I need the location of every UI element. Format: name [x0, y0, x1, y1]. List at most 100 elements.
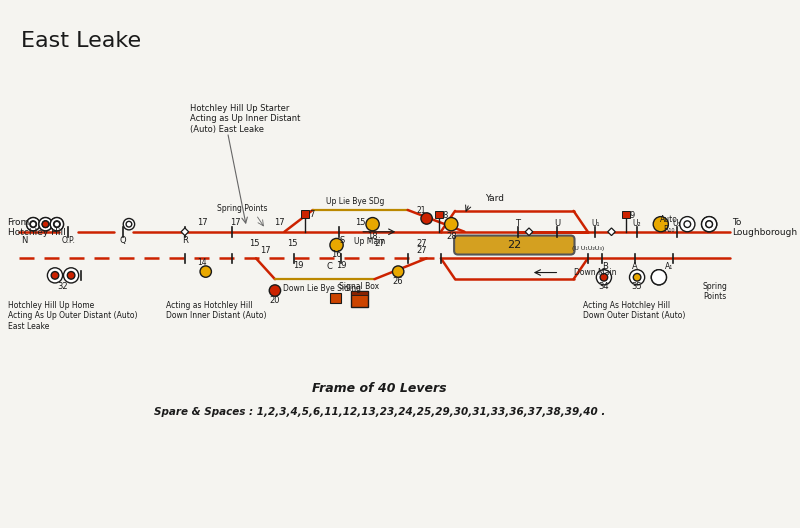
Text: 17: 17	[260, 246, 270, 255]
Text: U: U	[554, 219, 561, 228]
Text: S: S	[339, 236, 345, 245]
Circle shape	[706, 221, 713, 228]
Text: 21: 21	[416, 206, 426, 215]
Circle shape	[702, 216, 717, 232]
Text: Spare & Spaces : 1,2,3,4,5,6,11,12,13,23,24,25,29,30,31,33,36,37,38,39,40 .: Spare & Spaces : 1,2,3,4,5,6,11,12,13,23…	[154, 407, 605, 417]
Circle shape	[126, 221, 132, 227]
Text: N: N	[21, 236, 27, 245]
Text: 19: 19	[294, 261, 304, 270]
Circle shape	[54, 221, 60, 227]
Circle shape	[39, 218, 52, 231]
Circle shape	[42, 221, 48, 227]
Text: 16: 16	[331, 250, 342, 259]
Circle shape	[54, 221, 60, 228]
Text: Hotchley Hill Up Starter
Acting as Up Inner Distant
(Auto) East Leake: Hotchley Hill Up Starter Acting as Up In…	[190, 104, 300, 134]
Text: 14: 14	[197, 258, 206, 267]
Bar	[330, 294, 342, 303]
Circle shape	[684, 221, 690, 228]
Text: Q: Q	[120, 236, 126, 245]
Text: 18: 18	[367, 232, 378, 241]
Circle shape	[26, 218, 40, 231]
Circle shape	[51, 271, 58, 279]
Circle shape	[50, 218, 63, 231]
Circle shape	[634, 274, 641, 281]
Text: 15: 15	[249, 239, 259, 248]
Text: Acting As Hotchley Hill
Down Outer Distant (Auto): Acting As Hotchley Hill Down Outer Dista…	[583, 301, 686, 320]
Circle shape	[445, 218, 458, 231]
Text: Yard: Yard	[486, 194, 504, 203]
Circle shape	[630, 270, 645, 285]
Text: (U U₁U₂U₃): (U U₁U₂U₃)	[572, 247, 604, 251]
Circle shape	[30, 221, 36, 227]
Text: 17: 17	[230, 218, 241, 227]
Bar	[350, 291, 368, 307]
Text: T: T	[515, 219, 520, 228]
Circle shape	[270, 285, 281, 296]
Text: 15: 15	[355, 218, 366, 227]
Text: Hotchley Hill Up Home
Acting As Up Outer Distant (Auto)
East Leake: Hotchley Hill Up Home Acting As Up Outer…	[7, 301, 137, 331]
Text: Spring Points: Spring Points	[217, 204, 267, 213]
Circle shape	[39, 218, 52, 231]
Text: U₁: U₁	[591, 219, 600, 228]
Polygon shape	[526, 228, 533, 235]
Circle shape	[67, 271, 75, 279]
Text: 15: 15	[286, 239, 298, 248]
Text: Down Main: Down Main	[574, 268, 616, 277]
Circle shape	[42, 221, 49, 228]
Circle shape	[651, 270, 666, 285]
Text: A₁: A₁	[665, 262, 674, 271]
Text: Spring
Points: Spring Points	[702, 282, 727, 301]
Text: 20: 20	[270, 296, 280, 305]
Text: Auto
R₁₀: Auto R₁₀	[660, 215, 678, 234]
Text: Frame of 40 Levers: Frame of 40 Levers	[312, 382, 446, 395]
Text: Signal Box: Signal Box	[339, 282, 379, 291]
Text: 35: 35	[632, 282, 642, 291]
Circle shape	[421, 213, 432, 224]
Text: 17: 17	[197, 218, 207, 227]
Text: 8: 8	[442, 211, 448, 220]
Bar	[435, 211, 442, 219]
Circle shape	[393, 266, 404, 277]
Text: 17: 17	[274, 218, 285, 227]
Text: U₂: U₂	[633, 219, 642, 228]
Text: Up Lie Bye SDg: Up Lie Bye SDg	[326, 197, 385, 206]
Circle shape	[654, 216, 668, 232]
Circle shape	[600, 274, 608, 281]
Text: Acting as Hotchley Hill
Down Inner Distant (Auto): Acting as Hotchley Hill Down Inner Dista…	[166, 301, 266, 320]
Circle shape	[651, 270, 666, 285]
Circle shape	[366, 218, 379, 231]
Circle shape	[63, 268, 78, 283]
Text: 22: 22	[506, 240, 521, 250]
Text: Up Main: Up Main	[354, 237, 386, 246]
Text: B: B	[602, 262, 608, 271]
Text: 26: 26	[393, 277, 403, 286]
Text: Down Lie Bye Siding: Down Lie Bye Siding	[283, 284, 362, 293]
Text: 32: 32	[58, 282, 68, 291]
Text: R: R	[182, 236, 188, 245]
Bar	[350, 291, 368, 295]
Bar	[302, 210, 309, 218]
Text: A: A	[632, 262, 638, 271]
Circle shape	[330, 239, 343, 252]
Text: O.P.: O.P.	[62, 236, 75, 245]
Polygon shape	[608, 228, 615, 235]
Text: 27: 27	[417, 239, 427, 248]
Text: To
Loughborough: To Loughborough	[732, 218, 797, 237]
Text: 27: 27	[374, 239, 385, 248]
Text: 7: 7	[309, 210, 314, 219]
Text: 9: 9	[630, 211, 634, 220]
Circle shape	[123, 219, 134, 230]
Circle shape	[30, 221, 37, 228]
Circle shape	[706, 221, 713, 228]
Text: 34: 34	[598, 282, 610, 291]
Text: U₃: U₃	[673, 219, 682, 228]
Circle shape	[702, 216, 717, 232]
Bar	[622, 211, 630, 219]
Text: From
Hotchley Hill: From Hotchley Hill	[7, 218, 66, 237]
Text: East Leake: East Leake	[21, 31, 141, 51]
Text: C: C	[327, 262, 333, 271]
Circle shape	[680, 216, 695, 232]
Circle shape	[47, 268, 62, 283]
Text: 27: 27	[417, 246, 427, 255]
Circle shape	[50, 218, 63, 231]
